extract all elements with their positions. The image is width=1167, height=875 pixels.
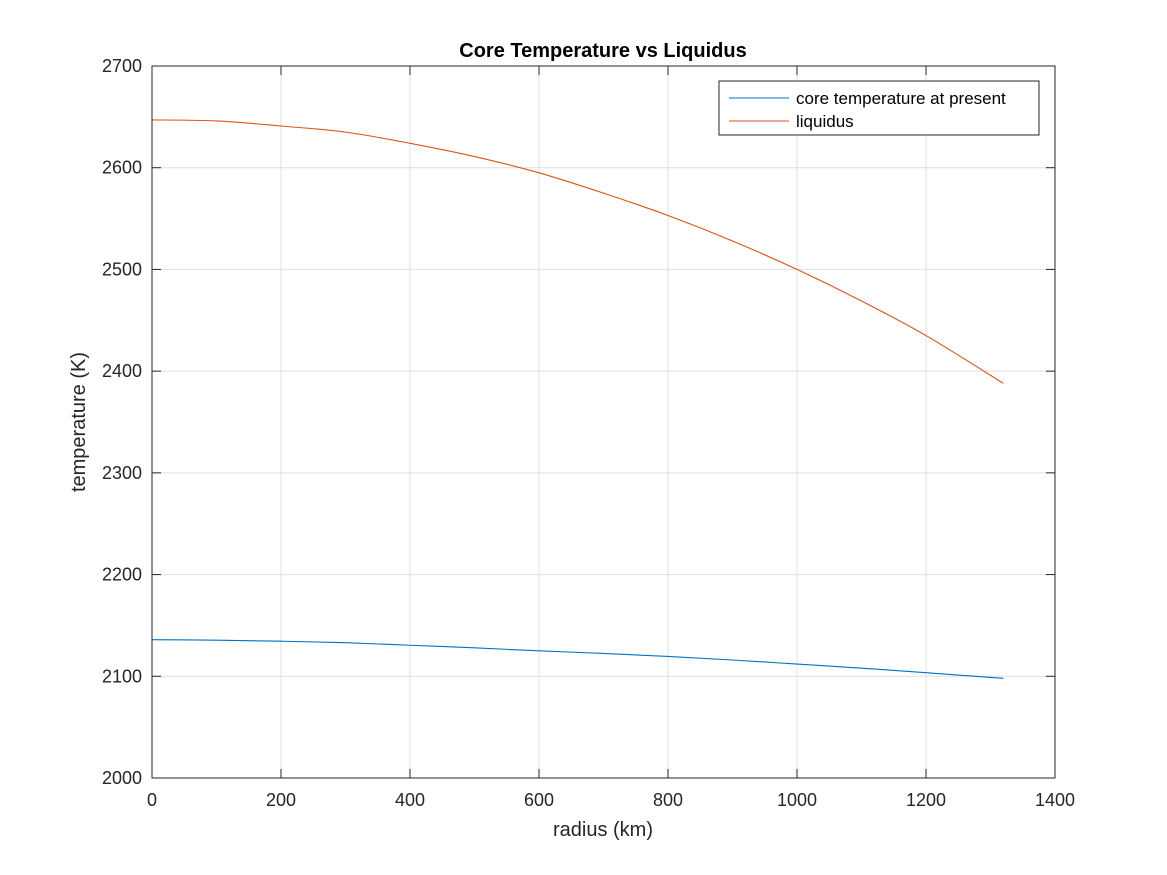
legend-label-core-temperature: core temperature at present xyxy=(796,89,1006,108)
x-tick-label: 600 xyxy=(524,790,554,810)
legend: core temperature at present liquidus xyxy=(718,80,1040,136)
series-line-0 xyxy=(151,639,1004,679)
grid xyxy=(151,65,1056,779)
y-tick-label: 2100 xyxy=(102,666,142,686)
series-layer xyxy=(151,119,1004,679)
y-tick-label: 2700 xyxy=(102,56,142,76)
axes-box xyxy=(151,65,1056,779)
x-tick-label: 1200 xyxy=(906,790,946,810)
x-tick-label: 1000 xyxy=(777,790,817,810)
chart-title: Core Temperature vs Liquidus xyxy=(459,40,746,62)
x-tick-label: 400 xyxy=(395,790,425,810)
y-tick-label: 2200 xyxy=(102,565,142,585)
y-axis-title: temperature (K) xyxy=(68,352,90,492)
y-tick-label: 2500 xyxy=(102,259,142,279)
y-tick-label: 2300 xyxy=(102,463,142,483)
legend-label-liquidus: liquidus xyxy=(796,112,854,131)
x-tick-label: 200 xyxy=(266,790,296,810)
ticks xyxy=(151,65,1056,779)
x-tick-label: 1400 xyxy=(1035,790,1075,810)
legend-box xyxy=(718,80,1040,136)
y-tick-label: 2000 xyxy=(102,768,142,788)
x-axis-title: radius (km) xyxy=(553,819,653,841)
series-line-1 xyxy=(151,119,1004,384)
tick-labels: 0 200 400 600 800 1000 1200 1400 2000 2100 2200 230… xyxy=(102,56,1075,810)
x-tick-label: 800 xyxy=(653,790,683,810)
y-tick-label: 2400 xyxy=(102,361,142,381)
plot-area xyxy=(152,66,1055,778)
y-tick-label: 2600 xyxy=(102,158,142,178)
x-tick-label: 0 xyxy=(147,790,157,810)
